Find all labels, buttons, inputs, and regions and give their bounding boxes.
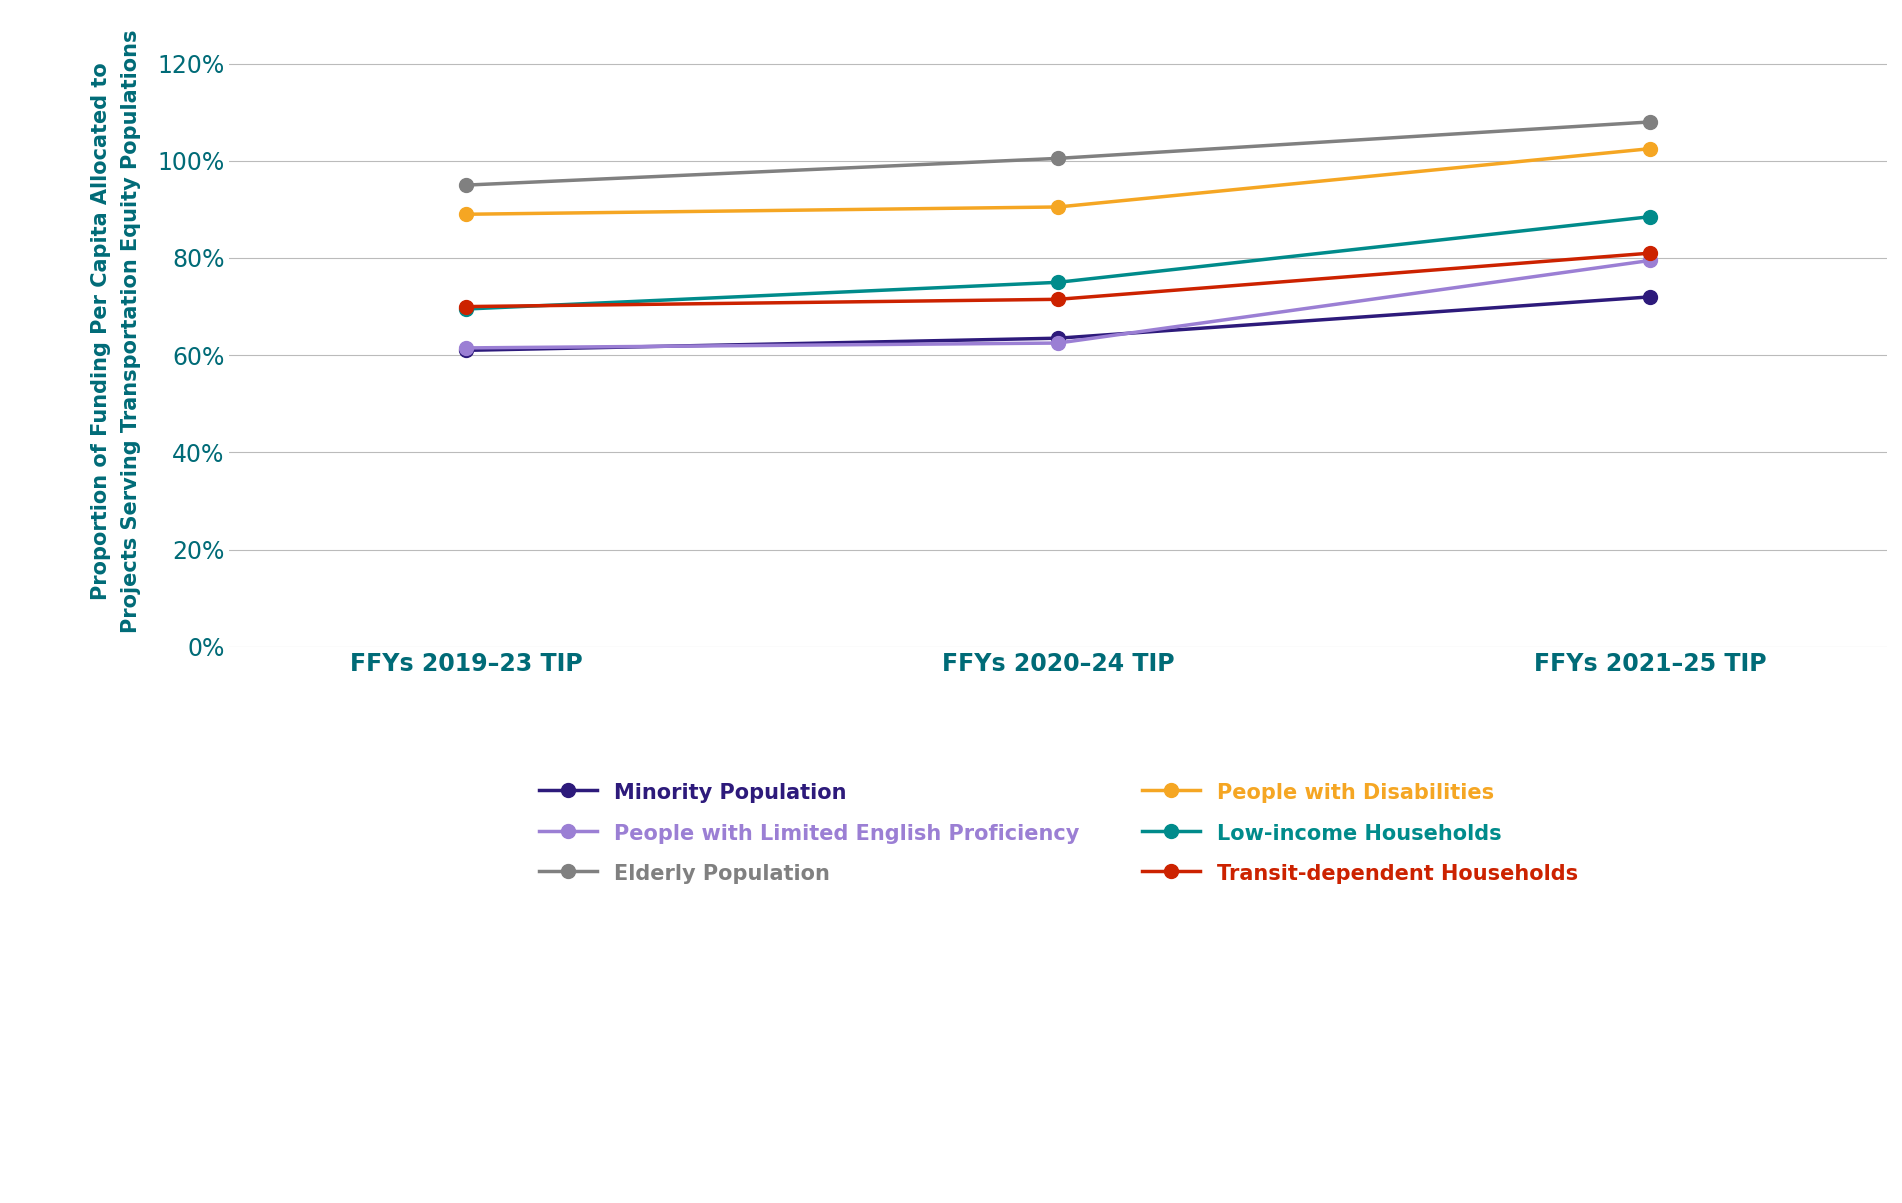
Legend: Minority Population, People with Limited English Proficiency, Elderly Population: Minority Population, People with Limited… [529, 771, 1588, 894]
Y-axis label: Proportion of Funding Per Capita Allocated to
Projects Serving Transportation Eq: Proportion of Funding Per Capita Allocat… [91, 29, 141, 633]
